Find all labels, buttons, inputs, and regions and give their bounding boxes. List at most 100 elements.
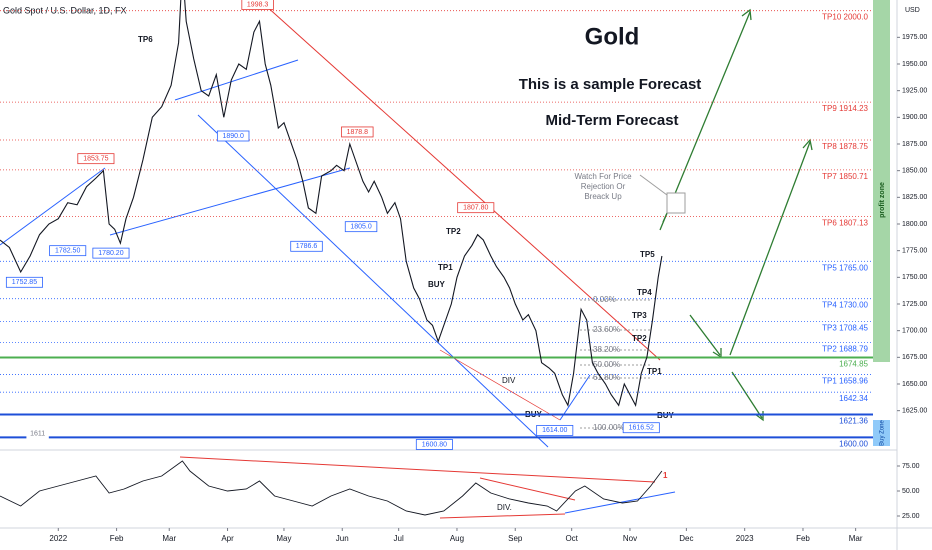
annotation: DIV <box>502 376 516 385</box>
price-callout: 1786.6 <box>296 243 318 250</box>
y-tick-label: 1975.00 <box>902 34 927 41</box>
price-callout-box <box>77 153 115 165</box>
fib-label: 100.00% <box>593 423 625 432</box>
level-label: TP3 1708.45 <box>822 324 868 333</box>
annotation: TP6 <box>138 35 153 44</box>
level-name: TP9 <box>822 104 837 113</box>
level-label: TP7 1850.71 <box>822 172 868 181</box>
x-tick-label: Jun <box>336 534 349 543</box>
level-label: TP1 1658.96 <box>822 377 868 386</box>
y-tick-label: 1825.00 <box>902 194 927 201</box>
level-value: 1688.79 <box>839 345 868 354</box>
price-callout-box <box>622 422 660 434</box>
note: Breack Up <box>584 192 622 201</box>
annotation: TP1 <box>647 367 662 376</box>
level-value: 1914.23 <box>839 104 868 113</box>
rsi-line <box>0 460 663 516</box>
level-value: 1878.75 <box>839 142 868 151</box>
price-line <box>0 0 663 407</box>
level-name: TP10 <box>822 13 842 22</box>
note-connector <box>639 174 668 196</box>
rsi-tick-label: 75.00 <box>902 463 920 470</box>
price-callout: 1998.3 <box>247 1 269 8</box>
level-label: 1600.00 <box>839 439 868 448</box>
trendline <box>179 456 656 483</box>
level-value: 1850.71 <box>839 172 868 181</box>
y-axis-label: USD <box>905 7 920 14</box>
level-value: 2000.0 <box>844 13 869 22</box>
price-callout-box <box>457 202 495 214</box>
level-label: TP6 1807.13 <box>822 219 868 228</box>
level-value: 1807.13 <box>839 219 868 228</box>
price-callout-box <box>241 0 274 10</box>
trendline <box>109 167 351 236</box>
annotation: TP4 <box>637 288 652 297</box>
level-name: TP8 <box>822 142 837 151</box>
level-name: TP4 <box>822 301 837 310</box>
y-tick-label: 1900.00 <box>902 114 927 121</box>
price-callout-box <box>536 424 574 436</box>
trendline <box>0 167 106 246</box>
y-tick-label: 1950.00 <box>902 61 927 68</box>
level-name: TP2 <box>822 345 837 354</box>
arrow-head <box>741 8 752 21</box>
y-tick-label: 1925.00 <box>902 88 927 95</box>
price-callout: 1600.80 <box>422 441 447 448</box>
price-callout: 1611 <box>30 430 45 437</box>
x-tick-label: Apr <box>221 534 234 543</box>
annotation: TP1 <box>438 263 453 272</box>
price-callout-box <box>49 245 87 257</box>
price-callout-box <box>5 276 43 288</box>
annotation: BUY <box>428 280 446 289</box>
level-name: TP7 <box>822 172 837 181</box>
trendline <box>439 349 561 421</box>
trendline <box>174 59 299 101</box>
annotation: TP3 <box>632 311 647 320</box>
y-tick-label: 1725.00 <box>902 301 927 308</box>
level-label: TP9 1914.23 <box>822 104 868 113</box>
rsi-tick-label: 50.00 <box>902 488 920 495</box>
arrow <box>689 314 721 356</box>
x-tick-label: Jul <box>394 534 404 543</box>
level-label: TP4 1730.00 <box>822 301 868 310</box>
x-tick-label: 2023 <box>736 534 754 543</box>
level-value: 1658.96 <box>839 377 868 386</box>
price-callout-box <box>92 247 130 259</box>
level-label: TP10 2000.0 <box>822 13 868 22</box>
price-callout: 1752.85 <box>12 279 37 286</box>
price-callout: 1853.75 <box>83 156 108 163</box>
subtitle: This is a sample Forecast <box>519 76 702 93</box>
level-label: 1674.85 <box>839 360 868 369</box>
trendline <box>439 513 566 519</box>
level-label: TP8 1878.75 <box>822 142 868 151</box>
y-tick-label: 1800.00 <box>902 221 927 228</box>
price-callout-box <box>344 221 378 233</box>
annotation: 1 <box>663 471 668 480</box>
y-tick-label: 1675.00 <box>902 354 927 361</box>
y-tick-label: 1875.00 <box>902 141 927 148</box>
level-value: 1730.00 <box>839 301 868 310</box>
y-tick-label: 1650.00 <box>902 381 927 388</box>
chart-title: Gold Spot / U.S. Dollar, 1D, FX <box>3 5 127 15</box>
x-tick-label: Feb <box>110 534 124 543</box>
y-tick-label: 1850.00 <box>902 168 927 175</box>
price-callout-box <box>341 126 374 138</box>
price-callout: 1807.80 <box>463 205 488 212</box>
rsi-tick-label: 25.00 <box>902 513 920 520</box>
price-callout: 1805.0 <box>350 224 372 231</box>
trendline <box>479 477 576 501</box>
arrow <box>731 371 763 419</box>
price-callout: 1616.52 <box>629 425 654 432</box>
level-value: 1674.85 <box>839 360 868 369</box>
x-tick-label: Sep <box>508 534 523 543</box>
x-tick-label: May <box>276 534 291 543</box>
trendline <box>197 114 549 448</box>
trendline <box>559 374 591 421</box>
buy-zone-label: Buy Zone <box>880 419 886 445</box>
fib-label: 23.60% <box>593 325 620 334</box>
fib-label: 38.20% <box>593 345 620 354</box>
x-tick-label: Dec <box>679 534 693 543</box>
level-label: TP2 1688.79 <box>822 345 868 354</box>
